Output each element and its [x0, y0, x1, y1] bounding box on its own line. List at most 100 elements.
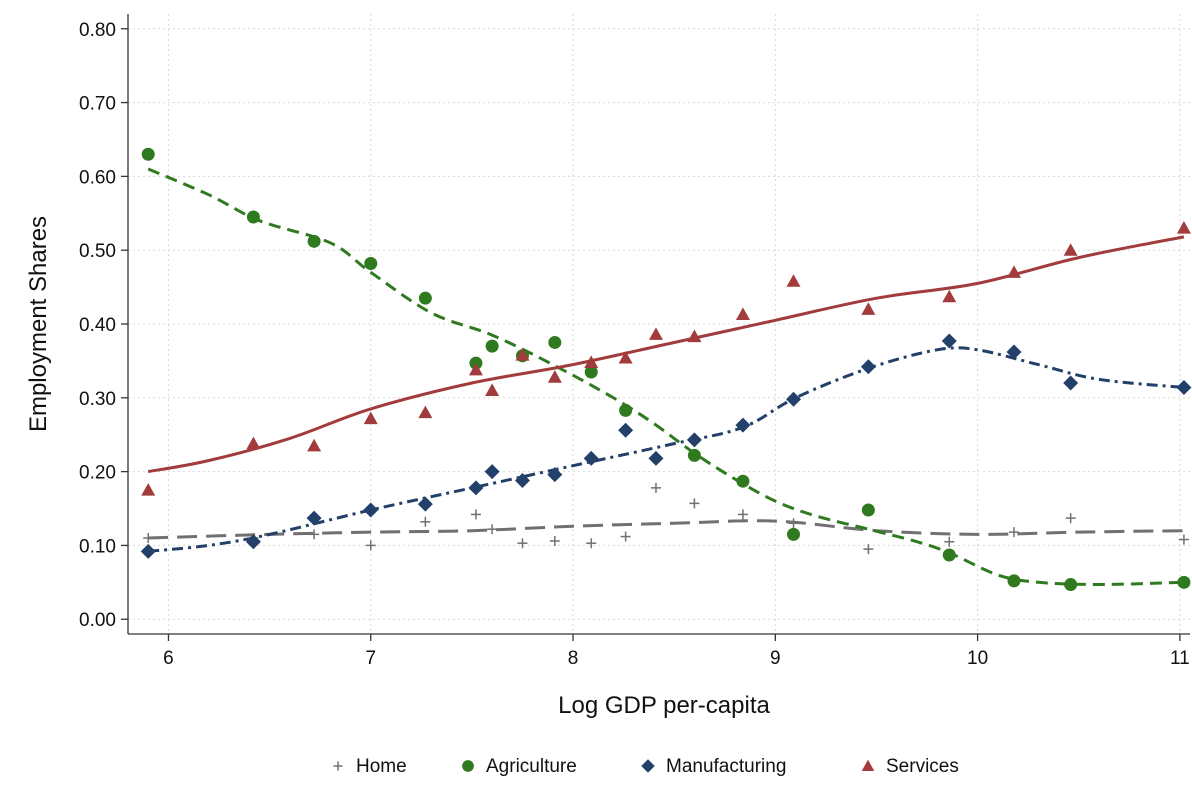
home-point — [420, 516, 431, 527]
x-tick-label: 8 — [568, 648, 579, 669]
manufacturing-point — [686, 432, 702, 448]
manufacturing-point — [860, 359, 876, 375]
legend-marker-services — [861, 759, 875, 772]
home-point — [549, 536, 560, 546]
agriculture-point — [687, 448, 701, 462]
home-point — [737, 509, 748, 520]
home-point — [586, 538, 597, 549]
services-point — [468, 362, 483, 376]
x-tick-label: 7 — [365, 648, 376, 669]
home-point — [944, 536, 955, 547]
agriculture-point — [736, 474, 750, 488]
legend-label-agriculture: Agriculture — [486, 756, 577, 777]
services-point — [942, 289, 957, 303]
agriculture-point — [1064, 578, 1078, 592]
y-tick-label: 0.40 — [79, 315, 116, 336]
home-point — [309, 529, 320, 540]
agriculture-point — [1177, 575, 1191, 589]
manufacturing-point — [648, 450, 664, 466]
manufacturing-point — [735, 417, 751, 433]
agriculture-point — [548, 335, 562, 349]
services-point — [584, 355, 599, 368]
agriculture-point — [364, 256, 378, 270]
legend-marker-agriculture — [462, 760, 474, 772]
y-tick-label: 0.00 — [79, 610, 116, 631]
home-point — [788, 518, 799, 529]
manufacturing-point — [547, 467, 563, 483]
services-point — [687, 329, 702, 343]
data-points — [140, 147, 1192, 592]
manufacturing-point — [363, 502, 379, 518]
home-point — [470, 509, 481, 520]
services-point — [1063, 243, 1078, 256]
services-point — [618, 350, 633, 364]
services-point — [735, 307, 750, 321]
x-tick-label: 9 — [770, 648, 781, 669]
home-point — [650, 482, 661, 493]
legend-item-manufacturing: Manufacturing — [641, 756, 786, 777]
home-point — [620, 531, 631, 542]
manufacturing-point — [245, 534, 261, 550]
x-tick-label: 11 — [1170, 648, 1190, 669]
x-tick-label: 6 — [163, 648, 174, 669]
legend-item-agriculture: Agriculture — [462, 756, 577, 777]
ticks: 0.00 0.10 0.20 0.30 0.40 0.50 0.60 0.70 0.80 6 7 8 9… — [79, 20, 1190, 669]
agriculture-point — [307, 234, 321, 248]
agriculture-point — [942, 548, 956, 562]
services-point — [246, 436, 261, 450]
manufacturing-point — [1063, 375, 1079, 391]
y-axis-title: Employment Shares — [25, 216, 52, 432]
y-tick-label: 0.20 — [79, 463, 116, 484]
manufacturing-point — [618, 422, 634, 438]
agriculture-point — [485, 339, 499, 353]
agriculture-point — [861, 503, 875, 517]
manufacturing-point — [786, 391, 802, 407]
x-axis-title: Log GDP per-capita — [558, 692, 770, 719]
services-point — [1007, 265, 1022, 278]
home-point — [1009, 527, 1020, 538]
home-point — [689, 498, 700, 509]
grid — [128, 14, 1190, 634]
legend-label-services: Services — [886, 756, 959, 777]
services-point — [418, 405, 433, 419]
services-point — [363, 411, 378, 425]
services-point — [1176, 221, 1191, 234]
services-fit-line — [147, 235, 1185, 474]
manufacturing-point — [941, 333, 957, 349]
y-tick-label: 0.30 — [79, 389, 116, 410]
manufacturing-point — [583, 450, 599, 466]
services-point — [515, 348, 530, 361]
legend-item-services: Services — [861, 756, 959, 777]
manufacturing-point — [468, 480, 484, 496]
services-point — [648, 327, 663, 340]
agriculture-point — [141, 147, 155, 161]
legend-item-home: Home — [333, 756, 407, 777]
services-point — [307, 438, 322, 452]
services-point — [485, 383, 500, 397]
home-point — [1065, 513, 1076, 524]
legend-marker-manufacturing — [641, 759, 655, 773]
manufacturing-point — [514, 472, 530, 488]
services-point — [141, 483, 156, 496]
home-point — [517, 538, 528, 549]
home-point — [365, 540, 376, 551]
manufacturing-point — [417, 496, 433, 512]
home-fit-line — [148, 519, 1184, 540]
legend: Home Agriculture Manufacturing Services — [333, 756, 959, 777]
agriculture-point — [619, 403, 633, 417]
home-point — [143, 533, 154, 544]
legend-label-manufacturing: Manufacturing — [666, 756, 786, 777]
home-point — [1178, 534, 1189, 545]
manufacturing-point — [484, 464, 500, 480]
agriculture-point — [246, 210, 260, 224]
y-tick-label: 0.10 — [79, 536, 116, 557]
services-point — [786, 274, 801, 287]
y-tick-label: 0.80 — [79, 20, 116, 41]
services-point — [861, 302, 876, 315]
agriculture-point — [418, 291, 432, 305]
manufacturing-point — [306, 510, 322, 526]
home-point — [487, 524, 498, 535]
manufacturing-point — [1176, 379, 1192, 395]
